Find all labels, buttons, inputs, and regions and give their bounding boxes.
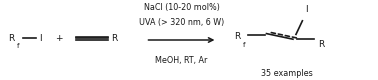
Text: UVA (> 320 nm, 6 W): UVA (> 320 nm, 6 W) (139, 18, 224, 27)
Text: R: R (8, 34, 14, 43)
Text: +: + (55, 34, 62, 43)
Text: R: R (111, 34, 117, 43)
Text: I: I (39, 34, 42, 43)
Text: R: R (318, 40, 324, 49)
Text: 35 examples: 35 examples (262, 69, 313, 78)
Text: f: f (243, 42, 246, 48)
Text: MeOH, RT, Ar: MeOH, RT, Ar (155, 56, 208, 65)
Text: R: R (234, 32, 240, 41)
Text: I: I (305, 5, 307, 14)
Text: f: f (17, 43, 19, 49)
Text: NaCl (10-20 mol%): NaCl (10-20 mol%) (144, 3, 219, 12)
